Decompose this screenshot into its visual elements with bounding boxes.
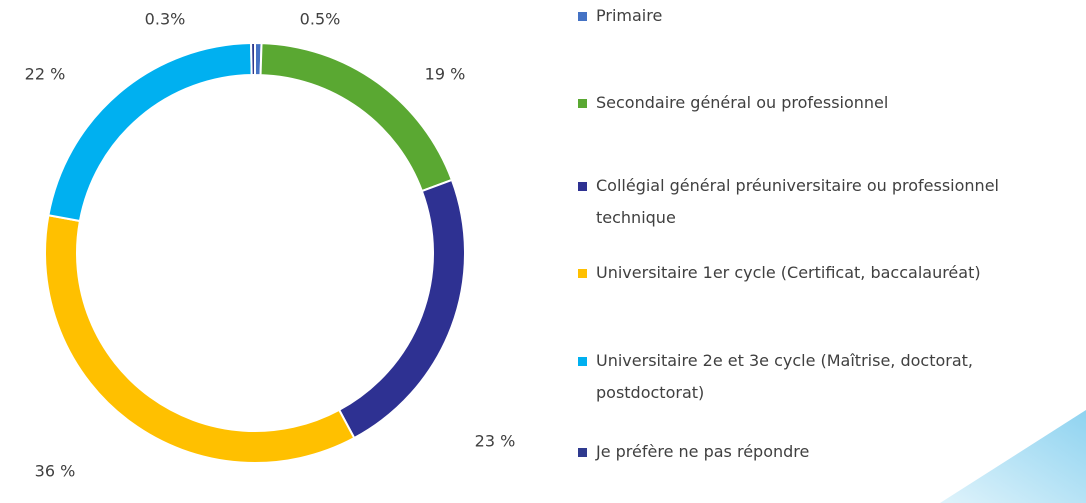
- legend-swatch: [578, 448, 587, 457]
- slice: [259, 42, 454, 193]
- data-label: 19 %: [425, 65, 466, 84]
- legend-swatch: [578, 12, 587, 21]
- legend-swatch: [578, 357, 587, 366]
- decoration: [940, 410, 1086, 503]
- legend-item: Secondaire général ou professionnel: [578, 87, 1058, 119]
- data-label: 36 %: [35, 462, 76, 481]
- slice: [337, 178, 466, 440]
- legend-label: Je préfère ne pas répondre: [596, 442, 810, 461]
- legend-label: Secondaire général ou professionnel: [596, 93, 889, 112]
- slice: [44, 214, 356, 464]
- legend-swatch: [578, 182, 587, 191]
- legend-item: Primaire: [578, 0, 1058, 32]
- legend-swatch: [578, 99, 587, 108]
- data-label: 22 %: [25, 65, 66, 84]
- legend-label: Universitaire 1er cycle (Certificat, bac…: [596, 263, 981, 282]
- donut: [44, 41, 466, 464]
- slice: [47, 42, 253, 223]
- legend-swatch: [578, 269, 587, 278]
- data-label: 0.3%: [145, 10, 186, 29]
- legend-item: Je préfère ne pas répondre: [578, 436, 1058, 468]
- legend-label: Collégial général préuniversitaire ou pr…: [596, 176, 999, 227]
- data-label: 23 %: [475, 432, 516, 451]
- legend-item: Universitaire 2e et 3e cycle (Maîtrise, …: [578, 345, 1058, 409]
- legend-item: Collégial général préuniversitaire ou pr…: [578, 170, 1058, 234]
- legend-item: Universitaire 1er cycle (Certificat, bac…: [578, 257, 1058, 289]
- slice: [250, 41, 256, 77]
- legend-label: Primaire: [596, 6, 663, 25]
- data-label: 0.5%: [300, 10, 341, 29]
- legend-label: Universitaire 2e et 3e cycle (Maîtrise, …: [596, 351, 973, 402]
